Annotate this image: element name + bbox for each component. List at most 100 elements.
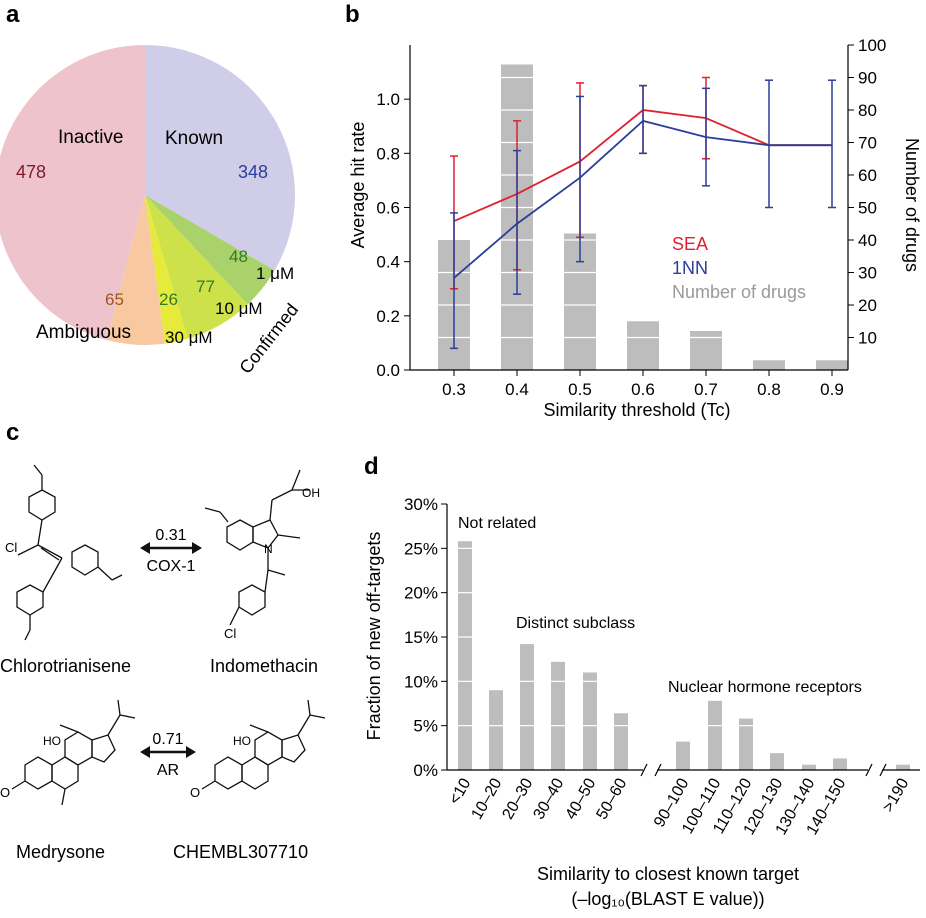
pie-value-10um: 77: [196, 277, 215, 296]
b-y2-tick-label: 70: [858, 134, 877, 153]
atom-ho-1: HO: [43, 734, 61, 748]
d-axes: 0% 5% 10% 15% 20% 25% 30% <1010–2020–3030–4040–…: [404, 495, 920, 838]
atom-ho-2: HO: [233, 734, 251, 748]
axis-break: [879, 763, 887, 777]
medrysone-structure: [11, 699, 136, 806]
axis-break: [654, 763, 662, 777]
atom-cl-2: Cl: [224, 626, 236, 641]
off-target-bar: [833, 758, 847, 770]
chemical-structures: [11, 464, 326, 806]
off-target-bar: [802, 764, 816, 770]
off-target-bars: [458, 541, 910, 770]
b-y-tick-label: 0.6: [376, 199, 400, 218]
b-y2-tick-label: 60: [858, 166, 877, 185]
pie-slice: [145, 195, 275, 305]
line-chart-b: 0.0 0.2 0.4 0.6 0.8 1.0 10 20 30 40 50 60 70 80 90 100 0…: [348, 36, 922, 420]
atom-oh: OH: [302, 486, 320, 500]
legend-number-of-drugs: Number of drugs: [672, 282, 806, 302]
legend-sea: SEA: [672, 234, 708, 254]
axis-break: [865, 763, 873, 777]
d-x-axis-label-line2: (–log₁₀(BLAST E value)): [571, 889, 764, 909]
d-x-axis-label-line1: Similarity to closest known target: [537, 864, 799, 884]
pie-value-1um: 48: [229, 247, 248, 266]
b-y2-tick-label: 100: [858, 36, 886, 55]
atom-cl-1: Cl: [5, 540, 17, 555]
drug-bar: [627, 321, 659, 370]
drug-bar: [753, 360, 785, 370]
pie-label-30um: 30 μM: [165, 328, 213, 347]
b-y2-tick-label: 20: [858, 296, 877, 315]
d-y-tick-label: 10%: [404, 672, 438, 691]
atom-o-2: O: [190, 785, 200, 800]
d-y-tick-label: 25%: [404, 539, 438, 558]
d-y-tick-label: 5%: [413, 717, 438, 736]
off-target-bar: [739, 718, 753, 770]
pie-label-10um: 10 μM: [215, 299, 263, 318]
pie-chart: [0, 45, 295, 345]
off-target-bar: [489, 690, 503, 770]
d-y-tick-label: 15%: [404, 628, 438, 647]
b-x-tick-label: 0.6: [631, 380, 655, 399]
d-x-tick-label: 40–50: [562, 775, 599, 822]
tc-value-2: 0.71: [152, 731, 183, 748]
b-y-axis-label: Average hit rate: [348, 122, 368, 249]
off-target-bar: [614, 713, 628, 770]
d-x-tick-label: <10: [446, 775, 474, 807]
b-y-tick-label: 0.8: [376, 144, 400, 163]
b-x-tick-label: 0.7: [694, 380, 718, 399]
pie-value-inactive: 478: [16, 162, 46, 182]
similarity-arrow-1: [140, 542, 202, 554]
drug-name-chlorotrianisene: Chlorotrianisene: [0, 656, 131, 676]
b-x-tick-label: 0.5: [568, 380, 592, 399]
b-x-tick-label: 0.4: [505, 380, 529, 399]
b-y2-tick-label: 10: [858, 329, 877, 348]
target-1: COX-1: [147, 558, 196, 575]
chlorotrianisene-structure: [16, 464, 123, 641]
atom-o-1: O: [0, 785, 10, 800]
off-target-bar: [551, 661, 565, 770]
annotation-not-related: Not related: [458, 515, 536, 532]
panel-label-d: d: [364, 453, 379, 480]
d-y-tick-label: 20%: [404, 584, 438, 603]
legend-1nn: 1NN: [672, 258, 708, 278]
b-axes: 0.0 0.2 0.4 0.6 0.8 1.0 10 20 30 40 50 60 70 80 90 100 0…: [376, 36, 886, 399]
off-target-bar: [676, 741, 690, 770]
indomethacin-structure: [204, 469, 310, 626]
d-x-tick-label: >190: [880, 775, 913, 815]
d-x-tick-label: 10–20: [468, 775, 505, 822]
off-target-bar: [770, 753, 784, 770]
b-y2-axis-label: Number of drugs: [902, 138, 922, 272]
pie-value-known: 348: [238, 162, 268, 182]
pie-slice: [0, 45, 145, 340]
b-x-axis-label: Similarity threshold (Tc): [543, 400, 730, 420]
drug-name-indomethacin: Indomethacin: [210, 656, 318, 676]
pie-slice: [145, 195, 248, 339]
atom-n: N: [264, 542, 273, 556]
chembl307710-structure: [201, 699, 326, 790]
similarity-arrow-2: [140, 746, 196, 758]
b-x-tick-label: 0.8: [757, 380, 781, 399]
d-y-tick-label: 30%: [404, 495, 438, 514]
b-y-tick-label: 0.2: [376, 307, 400, 326]
off-target-bar: [708, 700, 722, 770]
drug-name-chembl307710: CHEMBL307710: [173, 842, 308, 862]
bar-chart-d: 0% 5% 10% 15% 20% 25% 30% <1010–2020–3030–4040–…: [364, 495, 920, 909]
b-x-tick-label: 0.9: [820, 380, 844, 399]
b-x-tick-label: 0.3: [442, 380, 466, 399]
hit-rate-lines: [450, 76, 836, 350]
b-y2-tick-label: 80: [858, 101, 877, 120]
panel-c-text: Cl Cl OH N O O HO HO 0.31 COX-1 0.71 AR …: [0, 486, 320, 862]
off-target-bar: [896, 764, 910, 770]
b-y2-tick-label: 90: [858, 69, 877, 88]
off-target-bar: [458, 541, 472, 770]
d-y-axis-label: Fraction of new off-targets: [364, 532, 384, 741]
axis-break: [640, 763, 648, 777]
pie-slice: [106, 195, 165, 345]
series-line: [453, 119, 832, 279]
pie-label-inactive: Inactive: [58, 127, 123, 148]
annotation-distinct-subclass: Distinct subclass: [516, 615, 635, 632]
b-y-tick-label: 0.4: [376, 253, 400, 272]
b-y2-tick-label: 50: [858, 199, 877, 218]
panel-label-a: a: [6, 1, 20, 28]
